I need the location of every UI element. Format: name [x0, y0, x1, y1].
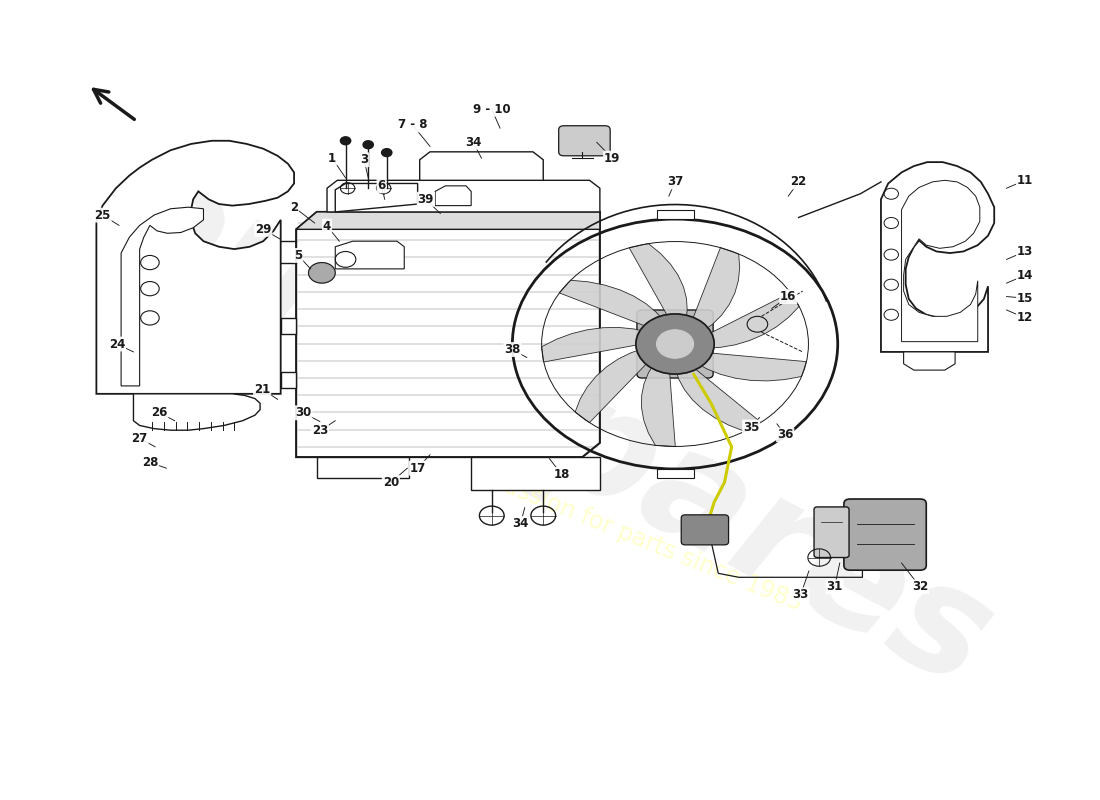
Polygon shape: [657, 210, 694, 219]
Text: 6: 6: [377, 179, 386, 192]
Polygon shape: [133, 394, 260, 430]
Text: 21: 21: [254, 382, 271, 395]
Text: 13: 13: [1018, 245, 1033, 258]
Text: 35: 35: [742, 421, 759, 434]
Polygon shape: [336, 183, 418, 212]
Circle shape: [363, 141, 373, 149]
Text: 26: 26: [151, 406, 167, 419]
Polygon shape: [705, 293, 799, 348]
Text: 3: 3: [360, 154, 368, 166]
Text: 30: 30: [295, 406, 311, 419]
FancyBboxPatch shape: [681, 515, 728, 545]
Text: a passion for parts since 1985: a passion for parts since 1985: [466, 460, 806, 616]
Text: 25: 25: [95, 209, 111, 222]
Text: 2: 2: [290, 201, 298, 214]
Polygon shape: [296, 212, 600, 230]
Polygon shape: [657, 469, 694, 478]
FancyBboxPatch shape: [559, 126, 610, 156]
Text: 34: 34: [513, 517, 529, 530]
Polygon shape: [296, 212, 600, 457]
Text: 33: 33: [792, 588, 808, 602]
Circle shape: [657, 330, 694, 358]
Polygon shape: [881, 162, 994, 352]
Text: 16: 16: [780, 290, 796, 303]
Circle shape: [308, 262, 336, 283]
Circle shape: [340, 137, 351, 145]
Text: 5: 5: [294, 249, 302, 262]
Text: 24: 24: [109, 338, 125, 350]
Polygon shape: [541, 327, 648, 362]
Text: eurospares: eurospares: [92, 134, 1015, 719]
Polygon shape: [280, 372, 296, 387]
Text: 39: 39: [418, 193, 434, 206]
Polygon shape: [902, 180, 980, 342]
Text: 31: 31: [826, 580, 843, 594]
FancyBboxPatch shape: [814, 507, 849, 558]
Text: 1: 1: [328, 152, 337, 165]
FancyBboxPatch shape: [844, 499, 926, 570]
Polygon shape: [692, 248, 739, 332]
Text: 12: 12: [1018, 311, 1033, 325]
Polygon shape: [280, 318, 296, 334]
Text: 27: 27: [132, 432, 147, 445]
FancyBboxPatch shape: [637, 310, 713, 378]
Text: 23: 23: [311, 425, 328, 438]
Polygon shape: [317, 457, 409, 478]
Text: 34: 34: [465, 136, 482, 149]
Polygon shape: [903, 352, 955, 370]
Text: 15: 15: [1016, 292, 1033, 305]
Text: 7 - 8: 7 - 8: [398, 118, 427, 131]
Text: 20: 20: [383, 476, 399, 489]
Text: 28: 28: [142, 456, 158, 469]
Circle shape: [636, 314, 714, 374]
Polygon shape: [97, 141, 294, 394]
Circle shape: [382, 149, 392, 157]
Text: 11: 11: [1018, 174, 1033, 187]
Text: 17: 17: [409, 462, 426, 474]
Text: 18: 18: [553, 468, 570, 481]
Polygon shape: [629, 244, 688, 322]
Polygon shape: [695, 353, 806, 381]
Polygon shape: [575, 348, 648, 422]
Text: 37: 37: [667, 175, 683, 188]
Text: 32: 32: [912, 580, 928, 594]
Polygon shape: [675, 368, 761, 431]
Text: 38: 38: [504, 343, 520, 356]
Text: 4: 4: [323, 220, 331, 233]
Polygon shape: [436, 186, 471, 206]
Text: 22: 22: [791, 175, 806, 188]
Text: 14: 14: [1016, 269, 1033, 282]
Polygon shape: [121, 207, 204, 386]
Text: 19: 19: [604, 152, 620, 165]
Text: 29: 29: [255, 223, 272, 236]
Polygon shape: [336, 242, 404, 269]
Polygon shape: [471, 457, 600, 490]
Text: 36: 36: [777, 429, 793, 442]
Polygon shape: [560, 280, 664, 326]
Polygon shape: [641, 362, 675, 446]
Polygon shape: [327, 180, 600, 212]
Text: 9 - 10: 9 - 10: [473, 102, 510, 116]
Polygon shape: [420, 152, 543, 180]
